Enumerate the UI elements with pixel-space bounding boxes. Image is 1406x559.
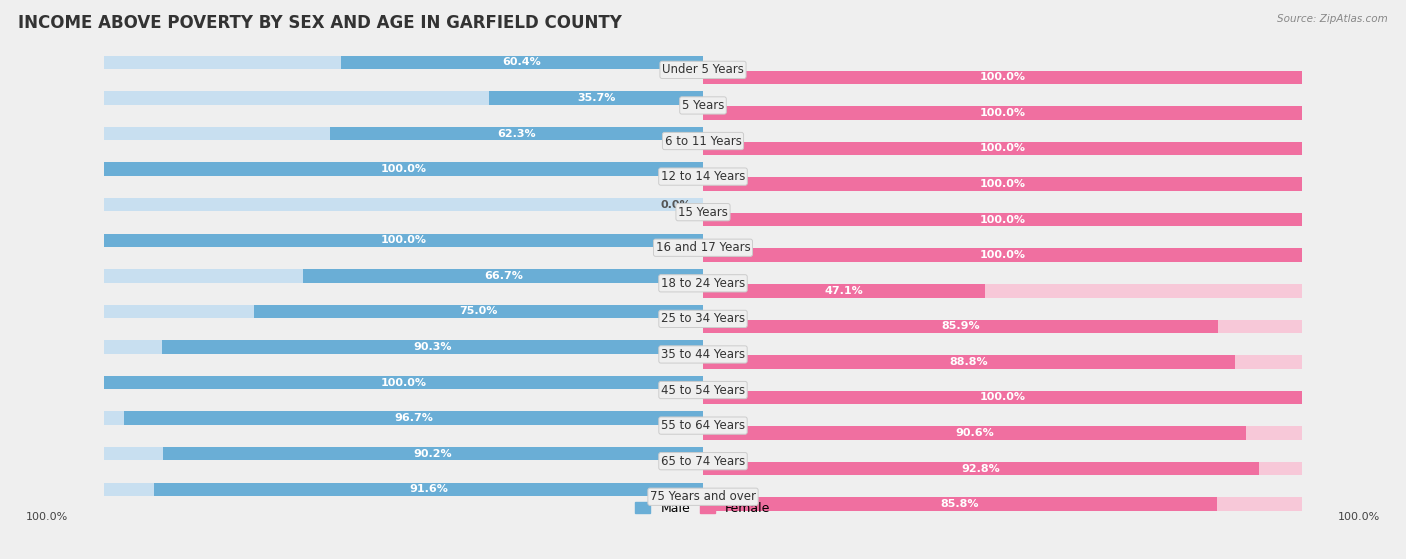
Bar xyxy=(330,127,703,140)
Bar xyxy=(703,70,1302,84)
Bar xyxy=(155,482,703,496)
Bar xyxy=(104,482,703,496)
Bar xyxy=(703,320,1302,333)
Text: 96.7%: 96.7% xyxy=(394,413,433,423)
Text: 88.8%: 88.8% xyxy=(949,357,988,367)
Bar xyxy=(104,376,703,389)
Bar xyxy=(489,91,703,105)
Text: 55 to 64 Years: 55 to 64 Years xyxy=(661,419,745,432)
Bar xyxy=(703,213,1302,226)
Bar xyxy=(104,447,703,461)
Bar xyxy=(703,355,1234,369)
Bar xyxy=(703,142,1302,155)
Bar xyxy=(703,391,1302,404)
Bar xyxy=(703,284,986,297)
Bar xyxy=(162,340,703,354)
Text: 45 to 54 Years: 45 to 54 Years xyxy=(661,383,745,396)
Text: 100.0%: 100.0% xyxy=(27,513,69,522)
Text: 92.8%: 92.8% xyxy=(962,463,1000,473)
Bar xyxy=(104,162,703,176)
Text: 0.0%: 0.0% xyxy=(661,200,690,210)
Text: 100.0%: 100.0% xyxy=(1337,513,1379,522)
Text: 35.7%: 35.7% xyxy=(576,93,616,103)
Text: 85.8%: 85.8% xyxy=(941,499,979,509)
Text: 100.0%: 100.0% xyxy=(980,392,1025,402)
Text: Source: ZipAtlas.com: Source: ZipAtlas.com xyxy=(1277,14,1388,24)
Text: 100.0%: 100.0% xyxy=(381,377,426,387)
Bar xyxy=(104,340,703,354)
Bar xyxy=(104,305,703,318)
Bar xyxy=(703,427,1302,440)
Text: 25 to 34 Years: 25 to 34 Years xyxy=(661,312,745,325)
Text: 100.0%: 100.0% xyxy=(980,215,1025,225)
Text: 16 and 17 Years: 16 and 17 Years xyxy=(655,241,751,254)
Text: 100.0%: 100.0% xyxy=(980,250,1025,260)
Bar xyxy=(104,234,703,247)
Bar xyxy=(703,284,1302,297)
Text: 75 Years and over: 75 Years and over xyxy=(650,490,756,503)
Text: Under 5 Years: Under 5 Years xyxy=(662,63,744,77)
Text: 6 to 11 Years: 6 to 11 Years xyxy=(665,135,741,148)
Bar xyxy=(253,305,703,318)
Text: 100.0%: 100.0% xyxy=(980,179,1025,189)
Text: 47.1%: 47.1% xyxy=(825,286,863,296)
Bar xyxy=(703,355,1302,369)
Text: 15 Years: 15 Years xyxy=(678,206,728,219)
Bar xyxy=(703,248,1302,262)
Text: 100.0%: 100.0% xyxy=(381,235,426,245)
Bar xyxy=(304,269,703,283)
Text: 100.0%: 100.0% xyxy=(980,144,1025,154)
Bar xyxy=(703,498,1218,511)
Bar xyxy=(703,320,1218,333)
Bar xyxy=(703,213,1302,226)
Text: 75.0%: 75.0% xyxy=(460,306,498,316)
Text: 85.9%: 85.9% xyxy=(941,321,980,331)
Bar xyxy=(703,462,1302,475)
Text: 100.0%: 100.0% xyxy=(980,72,1025,82)
Bar xyxy=(703,70,1302,84)
Text: 90.3%: 90.3% xyxy=(413,342,451,352)
Bar xyxy=(703,177,1302,191)
Legend: Male, Female: Male, Female xyxy=(631,498,775,518)
Text: 90.6%: 90.6% xyxy=(955,428,994,438)
Bar xyxy=(703,177,1302,191)
Text: 100.0%: 100.0% xyxy=(381,164,426,174)
Bar xyxy=(703,462,1258,475)
Bar xyxy=(703,106,1302,120)
Bar xyxy=(703,142,1302,155)
Text: 100.0%: 100.0% xyxy=(980,108,1025,118)
Bar xyxy=(104,56,703,69)
Text: 18 to 24 Years: 18 to 24 Years xyxy=(661,277,745,290)
Bar xyxy=(703,391,1302,404)
Text: 60.4%: 60.4% xyxy=(503,58,541,68)
Bar xyxy=(703,106,1302,120)
Bar xyxy=(104,269,703,283)
Text: INCOME ABOVE POVERTY BY SEX AND AGE IN GARFIELD COUNTY: INCOME ABOVE POVERTY BY SEX AND AGE IN G… xyxy=(18,14,621,32)
Text: 5 Years: 5 Years xyxy=(682,99,724,112)
Bar xyxy=(104,376,703,389)
Bar xyxy=(703,498,1302,511)
Bar xyxy=(104,411,703,425)
Bar xyxy=(104,162,703,176)
Bar xyxy=(124,411,703,425)
Bar xyxy=(163,447,703,461)
Text: 35 to 44 Years: 35 to 44 Years xyxy=(661,348,745,361)
Bar xyxy=(342,56,703,69)
Text: 91.6%: 91.6% xyxy=(409,484,449,494)
Text: 90.2%: 90.2% xyxy=(413,449,453,459)
Bar xyxy=(703,427,1246,440)
Bar xyxy=(104,198,703,211)
Bar xyxy=(104,91,703,105)
Text: 65 to 74 Years: 65 to 74 Years xyxy=(661,454,745,468)
Bar xyxy=(703,248,1302,262)
Bar xyxy=(104,234,703,247)
Text: 62.3%: 62.3% xyxy=(498,129,536,139)
Text: 12 to 14 Years: 12 to 14 Years xyxy=(661,170,745,183)
Text: 66.7%: 66.7% xyxy=(484,271,523,281)
Bar xyxy=(104,127,703,140)
